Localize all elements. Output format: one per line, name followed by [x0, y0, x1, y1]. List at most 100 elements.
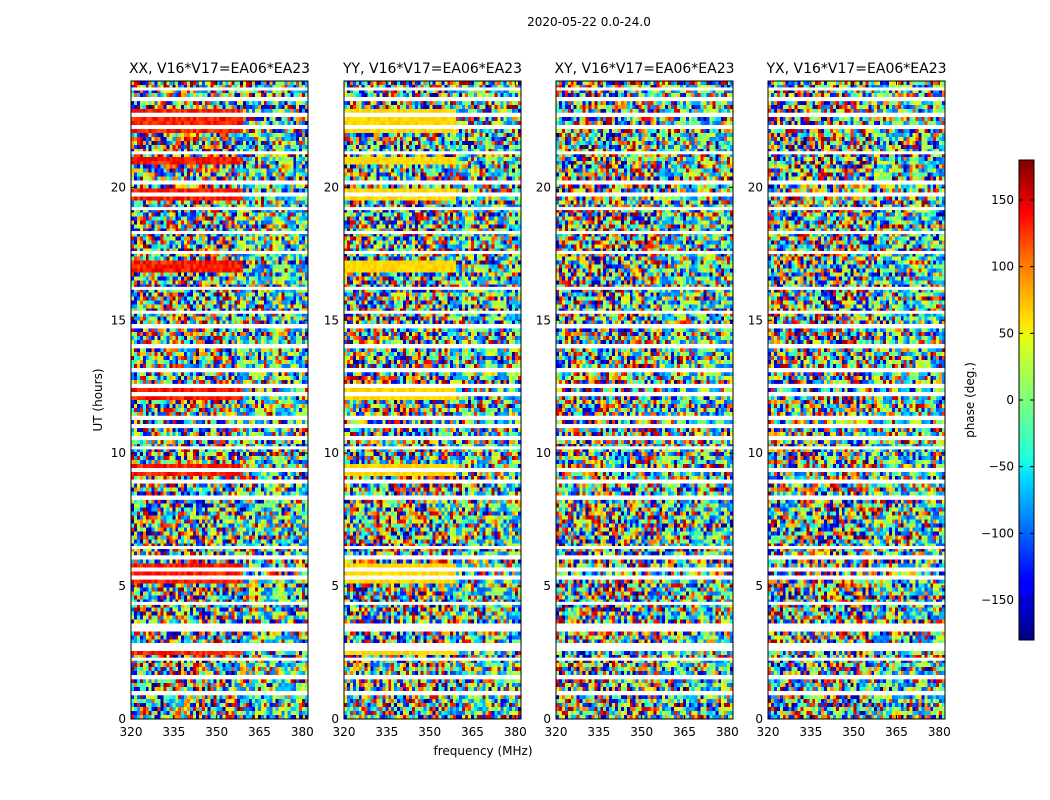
flagged-row: [556, 468, 733, 472]
x-tick-label: 350: [418, 725, 441, 739]
flagged-row: [344, 555, 521, 559]
flagged-row: [768, 692, 945, 696]
flagged-row: [131, 231, 308, 235]
flagged-row: [556, 437, 733, 441]
y-tick-label: 20: [324, 180, 339, 194]
flagged-row: [131, 623, 308, 627]
y-tick-label: 5: [755, 579, 763, 593]
panel-heatmap-image: [768, 81, 945, 719]
flagged-row: [556, 601, 733, 605]
flagged-row: [344, 369, 521, 373]
flagged-row: [768, 555, 945, 559]
flagged-row: [768, 657, 945, 661]
x-tick-label: 320: [757, 725, 780, 739]
figure-suptitle: 2020-05-22 0.0-24.0: [527, 15, 651, 29]
x-tick-label: 335: [799, 725, 822, 739]
y-tick-label: 0: [755, 712, 763, 726]
panel-heatmap-image: [344, 81, 521, 719]
flagged-row: [768, 383, 945, 387]
x-tick-label: 365: [885, 725, 908, 739]
flagged-row: [768, 628, 945, 632]
flagged-row: [768, 643, 945, 647]
flagged-row: [344, 568, 521, 572]
flagged-row: [344, 437, 521, 441]
flagged-row: [556, 643, 733, 647]
flagged-row: [131, 576, 308, 580]
flagged-row: [768, 437, 945, 441]
flagged-row: [344, 192, 521, 196]
flagged-row: [131, 180, 308, 184]
colorbar-tick-label: −100: [981, 526, 1014, 540]
x-tick-label: 380: [716, 725, 739, 739]
flagged-row: [768, 546, 945, 550]
panel-xy: XY, V16*V17=EA06*EA23 320 335 350 365 380 0 5 10…: [536, 61, 739, 739]
flagged-row: [556, 692, 733, 696]
colorbar: −150 −100 −50 0 50 100 150 phase (deg.): [963, 159, 1035, 641]
flagged-row: [131, 415, 308, 419]
x-tick-label: 365: [673, 725, 696, 739]
y-tick-label: 20: [748, 180, 763, 194]
flagged-row: [556, 192, 733, 196]
flagged-row: [131, 568, 308, 572]
flagged-row: [131, 87, 308, 91]
x-tick-label: 350: [630, 725, 653, 739]
flagged-row: [768, 98, 945, 102]
flagged-row: [556, 628, 733, 632]
flagged-row: [768, 151, 945, 155]
panel-frame: [555, 80, 734, 720]
flagged-row: [344, 325, 521, 329]
flagged-row: [131, 325, 308, 329]
panel-frame: [767, 80, 946, 720]
flagged-row: [768, 576, 945, 580]
x-tick-label: 380: [291, 725, 314, 739]
flagged-row: [768, 676, 945, 680]
flagged-row: [344, 468, 521, 472]
flagged-row: [768, 231, 945, 235]
flagged-row: [131, 676, 308, 680]
flagged-row: [131, 112, 308, 116]
flagged-row: [556, 180, 733, 184]
flagged-row: [556, 369, 733, 373]
flagged-row: [556, 415, 733, 419]
flagged-row: [131, 468, 308, 472]
flagged-row: [131, 546, 308, 550]
flagged-row: [131, 151, 308, 155]
flagged-row: [556, 676, 733, 680]
y-tick-label: 15: [111, 313, 126, 327]
y-axis-label: UT (hours): [91, 368, 105, 431]
flagged-row: [768, 112, 945, 116]
flagged-row: [556, 446, 733, 450]
flagged-row: [344, 87, 521, 91]
flagged-row: [344, 647, 521, 651]
flagged-row: [768, 415, 945, 419]
panel-yy: YY, V16*V17=EA06*EA23 320 335 350 365 380 0 5 10…: [324, 61, 527, 739]
flagged-row: [556, 555, 733, 559]
flagged-row: [344, 601, 521, 605]
flagged-row: [131, 628, 308, 632]
flagged-row: [556, 87, 733, 91]
panel-xx: XX, V16*V17=EA06*EA23 320 335 350 365 380 0 5 10…: [111, 61, 314, 739]
flagged-row: [556, 546, 733, 550]
panel-frame: [343, 80, 522, 720]
flagged-row: [556, 479, 733, 483]
flagged-row: [556, 151, 733, 155]
y-tick-label: 5: [331, 579, 339, 593]
flagged-row: [556, 207, 733, 211]
flagged-row: [768, 126, 945, 130]
y-tick-label: 0: [331, 712, 339, 726]
panel-yx: YX, V16*V17=EA06*EA23 320 335 350 365 380 0 5 10…: [748, 61, 951, 739]
flagged-row: [131, 425, 308, 429]
flagged-row: [556, 496, 733, 500]
flagged-row: [344, 393, 521, 397]
flagged-row: [556, 425, 733, 429]
flagged-row: [768, 446, 945, 450]
flagged-row: [556, 568, 733, 572]
flagged-row: [556, 657, 733, 661]
x-axis-label: frequency (MHz): [433, 744, 532, 758]
x-tick-label: 380: [928, 725, 951, 739]
x-tick-label: 320: [333, 725, 356, 739]
flagged-row: [131, 383, 308, 387]
flagged-row: [768, 180, 945, 184]
flagged-row: [344, 425, 521, 429]
